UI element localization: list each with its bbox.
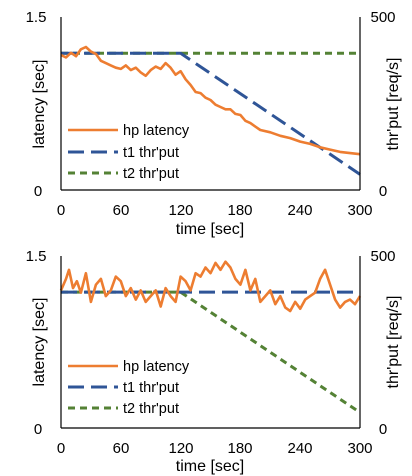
legend-label-t2-thrput: t2 thr'put (123, 166, 179, 182)
series-line-hp-latency (60, 45, 361, 156)
legend-label-hp-latency: hp latency (123, 123, 190, 139)
legend-label-t1-thrput: t1 thr'put (123, 380, 179, 396)
x-tick-240: 240 (287, 440, 312, 457)
y-right-tick-top: 500 (370, 248, 395, 265)
series-line-t2-thr-put (61, 290, 361, 414)
x-tick-0: 0 (57, 202, 65, 219)
legend: hp latency t1 thr'put t2 thr'put (68, 359, 190, 417)
x-tick-60: 60 (113, 440, 130, 457)
chart-top: 1.5 0 500 0 0 60 120 180 240 300 time [s… (26, 9, 402, 238)
x-tick-180: 180 (227, 202, 252, 219)
legend: hp latency t1 thr'put t2 thr'put (68, 123, 190, 182)
x-tick-300: 300 (347, 440, 372, 457)
x-tick-60: 60 (113, 202, 130, 219)
y-left-axis-title: latency [sec] (31, 60, 48, 149)
y-right-tick-bottom: 0 (379, 421, 387, 438)
y-right-axis-title: thr'put [req/s] (385, 296, 402, 389)
y-left-tick-bottom: 0 (34, 421, 42, 438)
series-line-t1-thr-put (61, 51, 361, 176)
legend-label-t2-thrput: t2 thr'put (123, 401, 179, 417)
y-left-axis-title: latency [sec] (31, 298, 48, 387)
x-axis-title: time [sec] (176, 221, 244, 238)
x-tick-120: 120 (168, 440, 193, 457)
y-right-axis-title: thr'put [req/s] (385, 58, 402, 151)
y-right-tick-bottom: 0 (379, 183, 387, 200)
x-axis-title: time [sec] (176, 458, 244, 475)
plot-area (59, 260, 362, 414)
series-line-hp-latency (59, 260, 362, 313)
y-left-tick-bottom: 0 (34, 183, 42, 200)
y-left-tick-top: 1.5 (26, 9, 47, 26)
legend-label-hp-latency: hp latency (123, 359, 190, 375)
x-tick-240: 240 (287, 202, 312, 219)
x-tick-120: 120 (168, 202, 193, 219)
x-tick-180: 180 (227, 440, 252, 457)
plot-area (60, 45, 361, 176)
chart-bottom: 1.5 0 500 0 0 60 120 180 240 300 time [s… (26, 248, 402, 475)
y-right-tick-top: 500 (370, 9, 395, 26)
y-left-tick-top: 1.5 (26, 248, 47, 265)
legend-label-t1-thrput: t1 thr'put (123, 145, 179, 161)
x-tick-0: 0 (57, 440, 65, 457)
x-tick-300: 300 (347, 202, 372, 219)
